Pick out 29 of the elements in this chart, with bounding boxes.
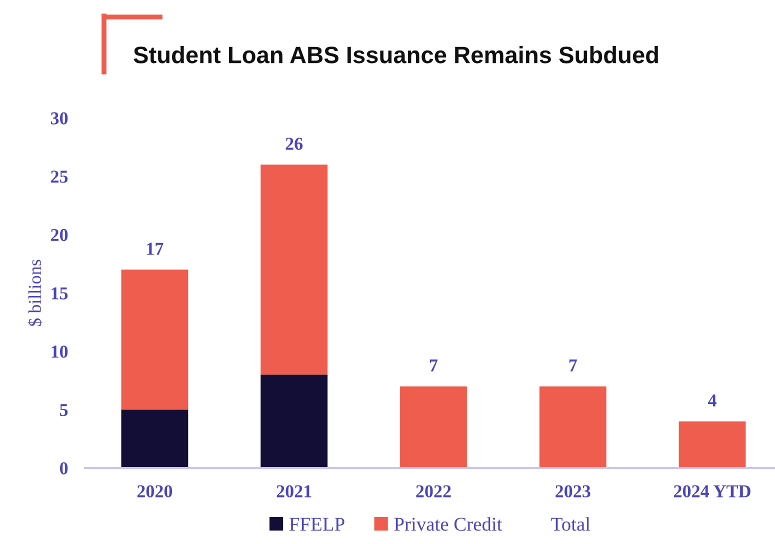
total-label: 26 [286,138,303,150]
x-tick-label: 2023 [556,485,590,498]
bar [121,270,188,410]
total-label: 7 [569,360,577,372]
bar [260,374,328,468]
y-tick-label: 10 [52,346,68,358]
y-tick-label: 15 [52,287,68,300]
bar [400,386,467,468]
bar [260,164,328,375]
total-label: 7 [430,360,438,372]
x-tick-label: 2022 [416,485,451,498]
y-tick-label: 5 [60,404,68,416]
y-tick-label: 25 [51,170,68,183]
legend-label: FFELP [289,518,344,531]
text: Total [551,517,590,531]
y-tick-label: 20 [51,228,68,242]
bar [678,421,746,468]
x-tick-label: 2020 [137,485,172,498]
total-label: 4 [708,394,716,406]
total-label: 17 [147,242,164,255]
y-tick-label: 0 [60,462,68,474]
y-tick-label: 30 [50,112,68,124]
x-tick-label: 2024 YTD [674,485,750,498]
bar [539,386,606,468]
x-tick-label: 2021 [276,485,312,498]
legend-label: Private Credit [394,517,502,531]
chart-title: Student Loan ABS Issuance Remains Subdued [134,46,658,64]
bar [121,410,188,468]
y-axis-title: $ billions [28,260,42,326]
